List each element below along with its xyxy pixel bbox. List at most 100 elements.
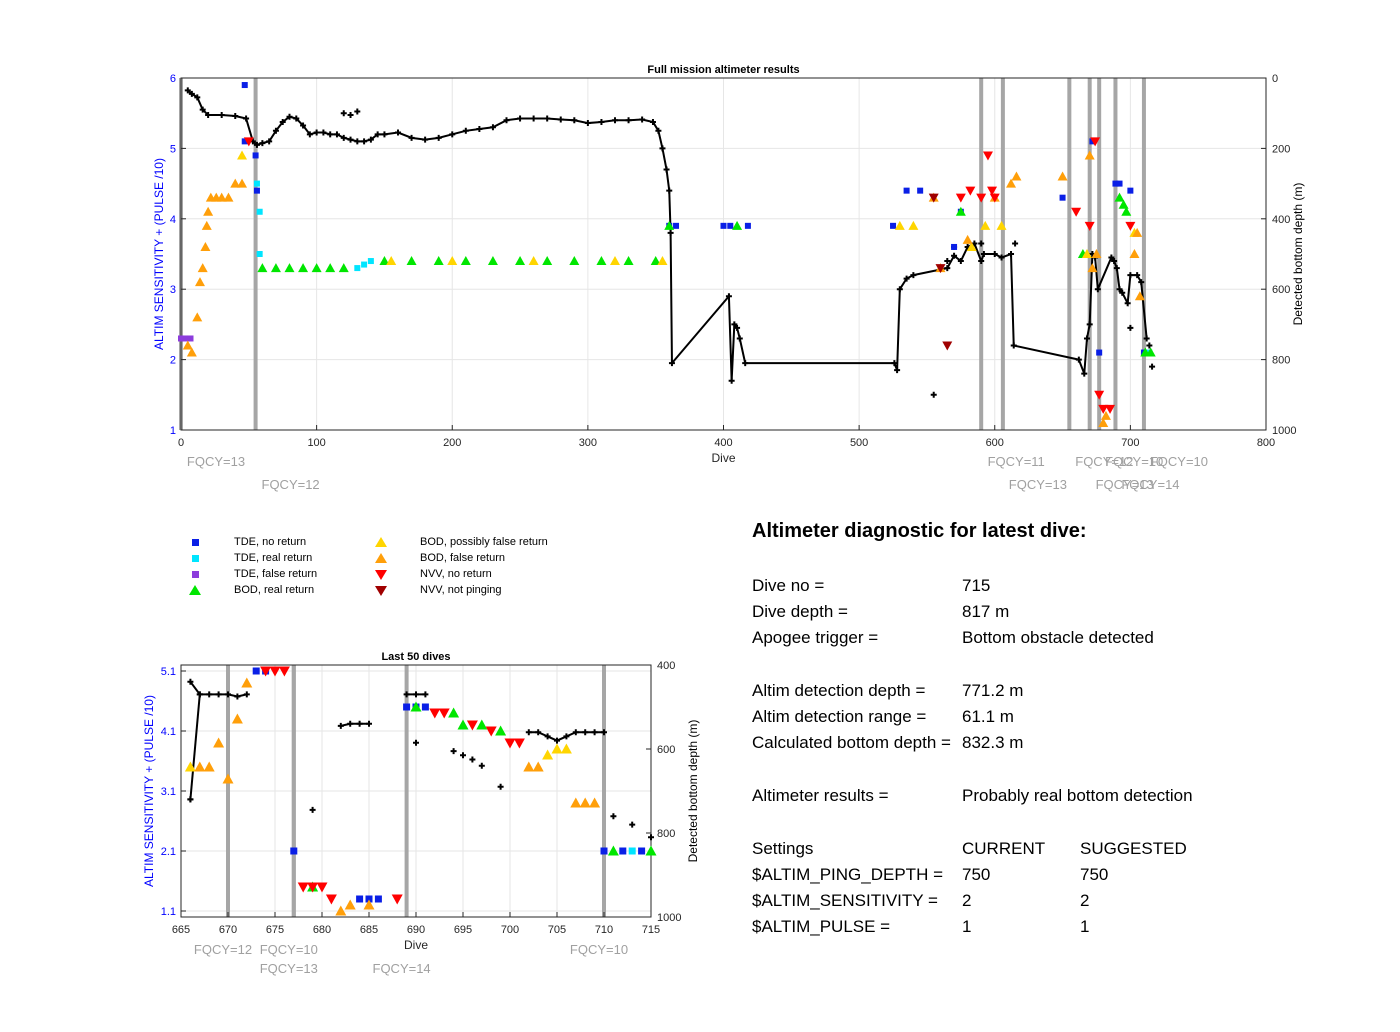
data-marker — [1057, 171, 1068, 181]
bottom-depth-point — [279, 119, 286, 125]
data-marker — [361, 261, 368, 268]
data-marker — [410, 701, 422, 712]
bottom-depth-point — [266, 138, 273, 145]
data-marker — [551, 743, 563, 754]
data-marker — [596, 256, 607, 266]
setting-current: 1 — [962, 917, 972, 936]
bottom-depth-point — [354, 138, 361, 145]
bottom-depth-point — [998, 254, 1005, 261]
data-marker — [1084, 150, 1095, 160]
y-tick-label: 5.1 — [161, 666, 176, 678]
data-marker — [194, 761, 206, 772]
data-marker — [438, 708, 450, 719]
legend-marker — [192, 571, 199, 578]
fqcy-label: FQCY=12 — [262, 477, 320, 492]
bottom-depth-point — [356, 720, 363, 727]
bottom-depth-point — [1149, 363, 1156, 370]
y-tick-label: 3 — [170, 284, 176, 296]
data-marker — [231, 713, 243, 724]
data-marker — [278, 666, 290, 677]
data-marker — [987, 186, 998, 196]
data-marker — [917, 187, 924, 194]
data-marker — [311, 263, 322, 273]
y2-tick-label: 600 — [657, 744, 675, 756]
data-marker — [628, 847, 636, 855]
data-marker — [253, 187, 260, 194]
bottom-depth-point — [1116, 286, 1123, 293]
data-marker — [178, 335, 184, 342]
data-marker — [1129, 249, 1140, 258]
legend-marker — [375, 570, 387, 580]
data-marker — [589, 797, 601, 808]
bottom-depth-point — [666, 187, 673, 194]
data-marker — [354, 265, 361, 272]
bottom-depth-point — [478, 762, 485, 769]
data-marker — [1112, 180, 1119, 187]
legend-marker-shape — [192, 539, 199, 546]
data-marker — [297, 882, 309, 893]
y2-tick-label: 600 — [1272, 284, 1290, 296]
data-marker — [466, 720, 478, 731]
fqcy-label: FQCY=14 — [1121, 477, 1179, 492]
data-marker — [391, 894, 403, 905]
x-tick-label: 700 — [1121, 437, 1139, 449]
data-marker — [942, 341, 953, 351]
bottom-depth-line — [187, 89, 1148, 381]
x-tick-label: 680 — [313, 924, 331, 936]
y-axis-label: ALTIM SENSITIVITY + (PULSE /10) — [142, 695, 156, 887]
bottom-depth-point — [232, 113, 239, 120]
data-marker — [1006, 178, 1017, 188]
y-tick-label: 2 — [170, 355, 176, 367]
altim-range-label: Altim detection range = — [752, 707, 927, 726]
data-marker — [256, 208, 263, 215]
data-marker — [182, 340, 193, 350]
bottom-depth-point — [333, 131, 340, 138]
data-marker — [1096, 349, 1103, 356]
data-marker — [1121, 206, 1132, 216]
bottom-depth-point — [1146, 342, 1153, 349]
bottom-depth-point — [184, 87, 191, 94]
x-tick-label: 665 — [172, 924, 190, 936]
fqcy-label: FQCY=14 — [373, 961, 431, 976]
bottom-depth-point — [610, 813, 617, 820]
data-marker — [192, 312, 203, 322]
data-marker — [610, 256, 620, 266]
bottom-depth-point — [544, 733, 551, 740]
legend-marker-shape — [375, 537, 387, 547]
data-marker — [256, 251, 263, 257]
bottom-depth-point — [572, 729, 579, 736]
data-marker — [908, 220, 919, 230]
data-marker — [379, 256, 390, 266]
fqcy-label: FQCY=13 — [1009, 477, 1067, 492]
legend-marker — [375, 537, 387, 547]
bottom-depth-point — [668, 360, 675, 367]
bottom-depth-point — [1081, 370, 1088, 377]
data-marker — [186, 347, 197, 357]
bottom-depth-point — [347, 111, 354, 118]
bottom-depth-point — [300, 122, 307, 129]
bottom-depth-point — [347, 136, 354, 143]
data-marker — [890, 222, 897, 229]
fqcy-label: FQCY=11 — [988, 454, 1045, 469]
bottom-depth-point — [601, 729, 607, 736]
data-marker — [607, 845, 619, 856]
data-marker — [374, 895, 382, 903]
dive-depth-value: 817 m — [962, 602, 1010, 621]
bottom-depth-point — [306, 131, 313, 138]
data-marker — [1145, 347, 1156, 357]
data-marker — [1125, 221, 1136, 231]
chart-title: Last 50 dives — [381, 651, 450, 663]
y2-tick-label: 1000 — [657, 912, 681, 924]
altim-depth-label: Altim detection depth = — [752, 681, 926, 700]
legend-marker-shape — [375, 553, 387, 563]
data-marker — [515, 256, 526, 266]
bottom-depth-point — [582, 729, 589, 736]
data-marker — [447, 256, 458, 266]
legend-label: BOD, possibly false return — [420, 536, 548, 548]
fqcy-label: FQCY=13 — [1096, 477, 1154, 492]
setting-name: $ALTIM_SENSITIVITY = — [752, 891, 938, 910]
bottom-depth-point — [980, 251, 987, 257]
x-tick-label: 600 — [986, 437, 1004, 449]
bottom-depth-point — [944, 258, 951, 265]
data-marker — [720, 222, 727, 229]
